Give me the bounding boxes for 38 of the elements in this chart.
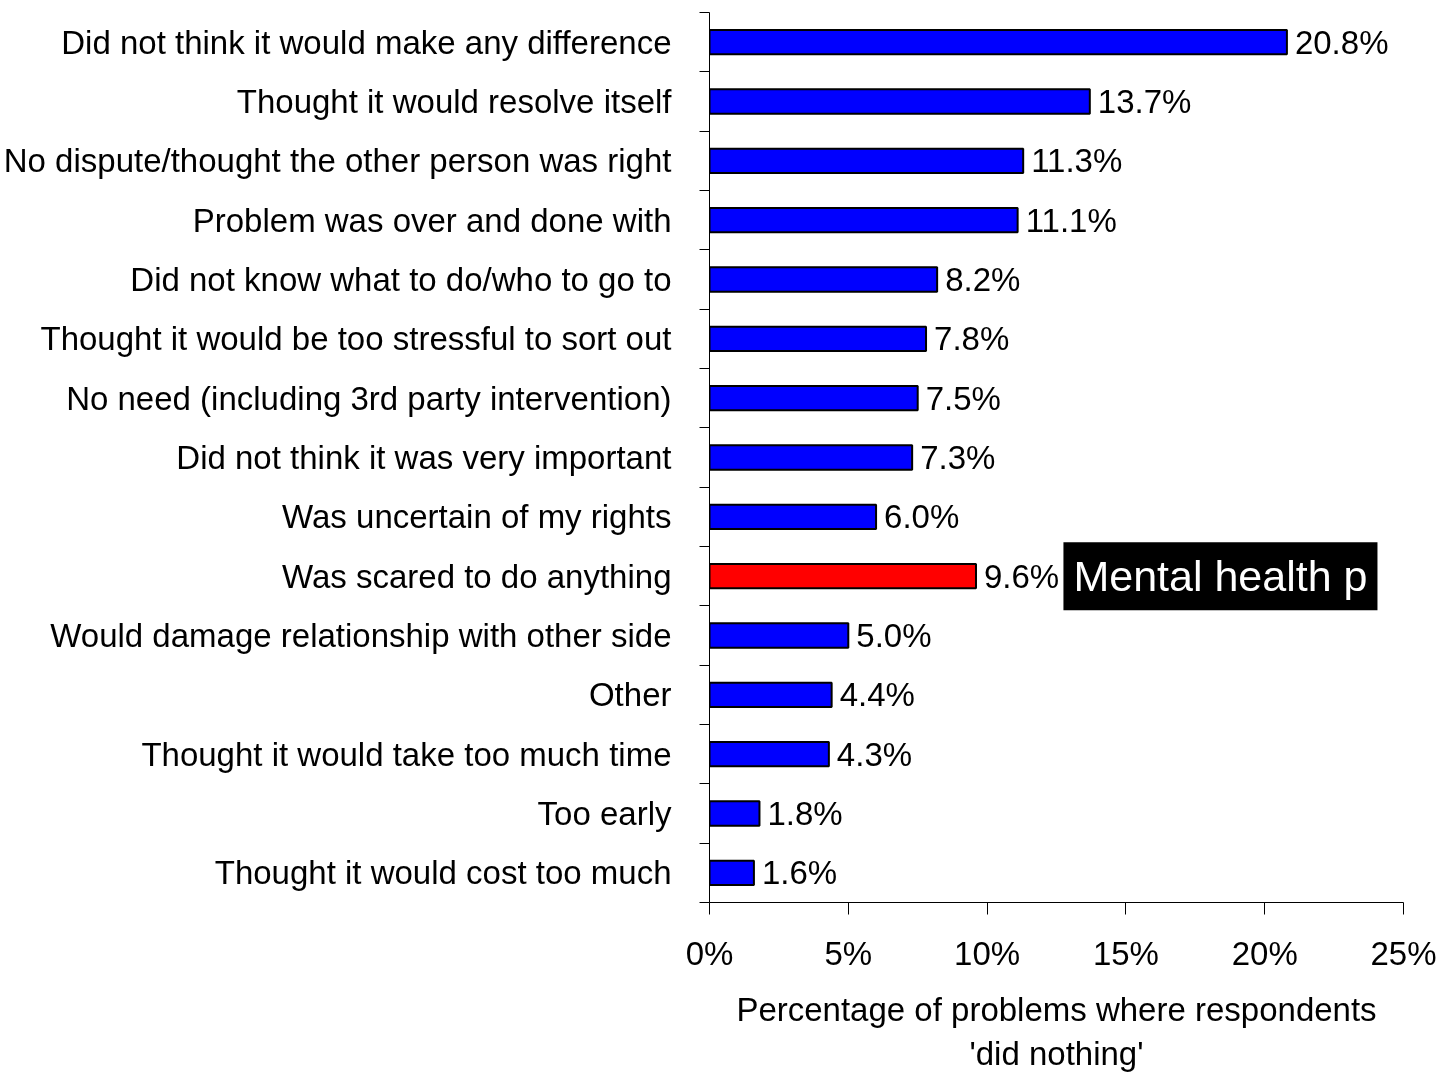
data-label: 7.8% [934,320,1010,358]
data-label: 9.6% [984,557,1060,595]
y-tick-label: No need (including 3rd party intervention) [66,379,672,417]
annotation: Mental health p [1073,552,1368,601]
data-label: 7.5% [925,379,1001,417]
data-label: 13.7% [1097,83,1192,120]
data-label: 4.3% [836,735,913,773]
y-tick-label: Was uncertain of my rights [282,498,672,536]
x-tick-label: 0% [685,934,734,972]
y-tick-label: Did not think it was very important [176,439,672,476]
data-label: 11.3% [1031,142,1123,180]
y-tick-label: Thought it would be too stressful to sort out [40,320,672,358]
y-tick-label: Problem was over and done with [192,201,672,239]
y-tick-label: Thought it would cost too much [214,854,672,892]
x-tick-label: 20% [1231,934,1298,972]
y-tick-label: Was scared to do anything [282,557,672,595]
y-tick-label: Other [588,676,672,714]
y-tick-label: Thought it would resolve itself [236,83,673,120]
data-label: 8.2% [945,261,1021,298]
data-label: 4.4% [839,676,915,714]
x-tick-label: 5% [824,934,873,972]
y-tick-label: Too early [537,795,672,832]
y-tick-label: Did not think it would make any difference [61,23,672,61]
data-label: 20.8% [1294,23,1389,61]
x-tick-label: 25% [1370,934,1437,972]
data-label: 1.6% [761,854,838,892]
data-label: 7.3% [920,439,996,476]
x-axis-title: Percentage of problems where respondents 'did nothing' [736,990,1377,1072]
data-label: 5.0% [856,617,932,654]
x-tick-label: 15% [1092,934,1159,972]
y-tick-label: Thought it would take too much time [141,735,672,773]
data-label: 1.8% [767,795,843,832]
x-tick-label: 10% [954,934,1021,972]
y-tick-label: Would damage relationship with other side [50,617,672,654]
y-tick-label: Did not know what to do/who to go to [130,261,672,298]
data-label: 11.1% [1025,201,1117,239]
data-label: 6.0% [884,498,960,536]
y-tick-label: No dispute/thought the other person was right [3,142,672,180]
